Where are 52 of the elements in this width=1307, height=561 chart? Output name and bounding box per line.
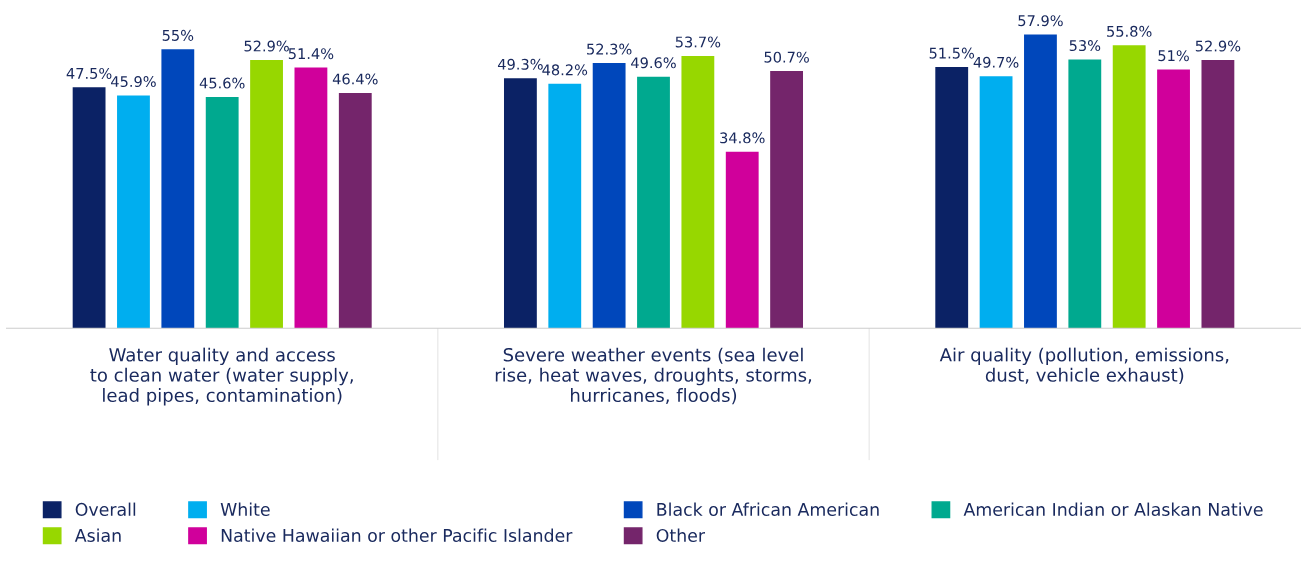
data-label: 57.9% xyxy=(1018,15,1063,27)
data-label: 34.8% xyxy=(720,132,765,144)
data-label: 52.9% xyxy=(244,40,289,52)
bar xyxy=(725,151,759,329)
data-label: 45.9% xyxy=(111,76,156,88)
bar xyxy=(979,76,1013,329)
bar xyxy=(1024,34,1057,329)
data-label: 52.9% xyxy=(1195,40,1241,52)
legend-label: White xyxy=(220,502,270,516)
data-label: 55.8% xyxy=(1107,25,1152,37)
data-label: 49.6% xyxy=(631,57,676,69)
x-tick-label: Air quality (pollution, emissions, dust, vehicle exhaust) xyxy=(939,347,1229,384)
data-label: 47.5% xyxy=(66,67,112,79)
bar xyxy=(161,49,195,329)
data-label: 53.7% xyxy=(675,36,721,48)
bar xyxy=(72,87,106,329)
data-label: 49.3% xyxy=(497,58,543,70)
data-label: 50.7% xyxy=(764,51,809,63)
legend-label: Black or African American xyxy=(657,502,879,516)
data-label: 46.4% xyxy=(332,73,378,85)
bar xyxy=(1157,69,1190,329)
bar xyxy=(637,76,670,329)
bar xyxy=(250,59,283,329)
legend-label: American Indian or Alaskan Native xyxy=(963,502,1263,516)
data-label: 45.6% xyxy=(199,77,245,89)
data-label: 48.2% xyxy=(542,64,588,76)
data-label: 51.5% xyxy=(929,47,975,59)
legend-label: Native Hawaiian or other Pacific Islander xyxy=(221,528,573,543)
legend-label: Overall xyxy=(75,502,136,516)
bar xyxy=(294,67,328,329)
bar xyxy=(681,55,715,329)
bar xyxy=(205,96,239,329)
data-label: 55% xyxy=(162,29,194,41)
legend-label: Asian xyxy=(74,528,121,543)
bar xyxy=(1201,59,1235,329)
bar xyxy=(935,67,969,329)
bar xyxy=(548,83,582,329)
bar xyxy=(504,78,537,329)
bar xyxy=(117,95,150,329)
data-label: 49.7% xyxy=(973,56,1019,68)
x-tick-label: Severe weather events (sea level rise, heat waves, droughts, storms, hurricanes, floods) xyxy=(495,347,812,405)
data-label: 51% xyxy=(1158,50,1189,62)
bar xyxy=(1068,59,1102,329)
data-label: 53% xyxy=(1069,40,1101,52)
x-tick-label: Water quality and access to clean water (water supply, lead pipes, contamination) xyxy=(90,347,353,406)
legend-label: Other xyxy=(656,528,706,543)
bar xyxy=(1112,45,1146,329)
bar xyxy=(592,62,626,329)
bar xyxy=(770,71,803,329)
bar xyxy=(338,92,372,329)
data-label: 51.4% xyxy=(288,48,334,60)
data-label: 52.3% xyxy=(587,43,632,55)
